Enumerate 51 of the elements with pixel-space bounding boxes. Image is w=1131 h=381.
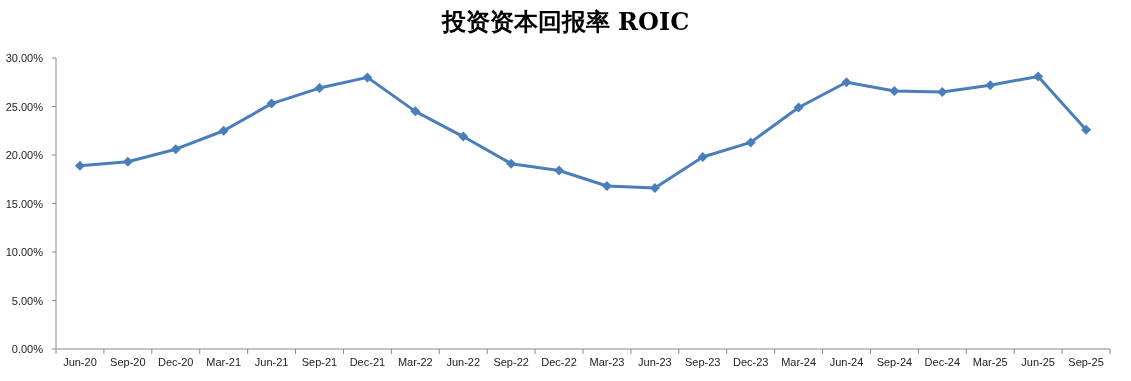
x-tick-label: Sep-22	[493, 356, 529, 368]
point	[985, 80, 996, 91]
x-tick-label: Mar-22	[397, 356, 433, 368]
x-tick-label: Sep-21	[301, 356, 338, 368]
point	[314, 83, 325, 94]
x-tick-label: Dec-21	[349, 356, 386, 368]
x-tick-label: Sep-23	[685, 356, 721, 368]
point	[841, 77, 852, 88]
x-tick-label: Mar-24	[781, 356, 817, 368]
point	[170, 144, 181, 155]
y-tick-label: 0.00%	[11, 343, 44, 355]
point	[937, 86, 948, 97]
y-tick-label: 20.00%	[5, 149, 44, 161]
x-tick-label: Jun-20	[63, 356, 97, 368]
point	[122, 156, 133, 167]
point	[1081, 124, 1092, 135]
point	[266, 98, 277, 109]
x-tick-label: Sep-24	[876, 356, 913, 368]
point	[697, 151, 708, 162]
x-tick-label: Sep-25	[1068, 356, 1104, 368]
x-tick-label: Mar-23	[589, 356, 625, 368]
y-tick-label: 15.00%	[5, 197, 44, 210]
x-tick-label: Jun-25	[1021, 356, 1055, 368]
x-tick-label: Jun-23	[638, 356, 672, 368]
y-tick-label: 25.00%	[5, 100, 44, 113]
x-tick-label: Dec-20	[158, 356, 194, 368]
point	[1033, 71, 1044, 82]
y-tick-label: 10.00%	[5, 246, 44, 258]
x-tick-label: Mar-21	[206, 356, 242, 368]
point	[410, 106, 421, 117]
x-tick-label: Jun-22	[446, 356, 481, 368]
x-tick-label: Dec-22	[541, 356, 577, 368]
point	[793, 102, 804, 113]
point	[362, 72, 373, 83]
point	[745, 137, 756, 148]
point	[889, 85, 900, 96]
chart-title: 投资资本回报率 ROIC	[440, 7, 690, 36]
x-tick-label: Dec-24	[924, 356, 961, 368]
point	[554, 165, 565, 176]
point	[601, 181, 612, 192]
point	[458, 131, 469, 142]
point	[74, 160, 85, 171]
x-tick-label: Sep-20	[110, 356, 146, 368]
x-tick-label: Mar-25	[972, 356, 1008, 368]
point	[218, 125, 229, 136]
x-tick-label: Dec-23	[732, 356, 769, 368]
x-tick-label: Jun-24	[829, 356, 864, 368]
y-tick-label: 30.00%	[5, 52, 44, 64]
point	[506, 158, 517, 169]
x-tick-label: Jun-21	[254, 356, 289, 368]
y-tick-label: 5.00%	[11, 294, 44, 307]
